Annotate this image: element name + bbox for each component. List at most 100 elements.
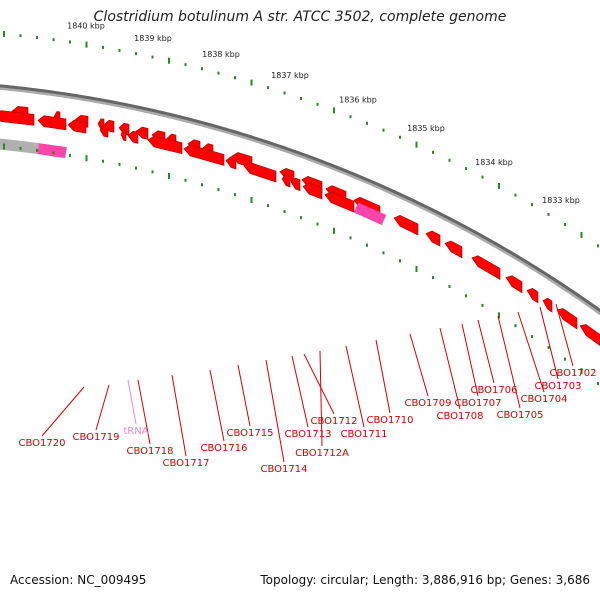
scale-lower-tick xyxy=(333,227,335,234)
scale-lower-tick xyxy=(85,155,88,162)
scale-lower-tick xyxy=(201,183,203,187)
scale-label: 1840 kbp xyxy=(67,21,105,30)
gene-outer xyxy=(526,288,539,304)
gene-label: CBO1707 xyxy=(455,398,502,409)
scale-upper-tick xyxy=(316,102,319,106)
scale-ticks-lower xyxy=(3,143,599,386)
gene-inner xyxy=(0,110,35,126)
backbone-inner xyxy=(0,84,600,313)
scale-lower-tick xyxy=(514,324,517,328)
rna-feature xyxy=(353,202,387,225)
scale-lower-tick xyxy=(300,216,302,220)
scale-upper-tick xyxy=(498,182,500,189)
label-leader xyxy=(497,315,521,409)
gene-outer xyxy=(579,324,600,346)
scale-lower-tick xyxy=(217,188,220,192)
gene-label: CBO1720 xyxy=(19,438,66,449)
gene-label: CBO1704 xyxy=(521,394,568,405)
map-title: Clostridium botulinum A str. ATCC 3502, … xyxy=(93,9,507,25)
scale-lower-tick xyxy=(19,146,22,150)
scale-upper-tick xyxy=(382,128,385,132)
scale-lower-tick xyxy=(597,382,599,386)
genome-summary-text: Topology: circular; Length: 3,886,916 bp… xyxy=(260,573,590,587)
label-leader xyxy=(517,311,545,393)
gene-label: CBO1703 xyxy=(535,381,582,392)
gene-label: CBO1712A xyxy=(295,448,349,459)
scale-lower-tick xyxy=(36,148,38,152)
gene-label: CBO1705 xyxy=(497,410,544,421)
scale-lower-tick xyxy=(349,236,352,240)
scale-label: 1839 kbp xyxy=(134,34,172,43)
scale-upper-tick xyxy=(547,212,550,216)
label-leader xyxy=(303,353,335,415)
gene-inner xyxy=(37,115,67,131)
label-leader xyxy=(461,323,479,397)
gene-label: CBO1713 xyxy=(285,429,332,440)
genome-backbone xyxy=(0,84,600,316)
label-leader xyxy=(291,355,309,428)
scale-lower-tick xyxy=(283,209,286,213)
label-leader xyxy=(265,359,285,463)
gene-label: CBO1715 xyxy=(227,428,274,439)
scale-upper-tick xyxy=(399,135,401,139)
scale-upper-tick xyxy=(168,57,170,64)
gene-outer xyxy=(542,297,553,313)
gene-outer xyxy=(444,240,463,259)
scale-upper-tick xyxy=(234,76,236,80)
scale-lower-tick xyxy=(448,285,451,289)
scale-upper-tick xyxy=(580,232,583,239)
scale-lower-tick xyxy=(366,243,368,247)
scale-lower-tick xyxy=(432,276,434,280)
label-leader xyxy=(41,386,85,437)
scale-lower-tick xyxy=(267,204,269,208)
scale-label: 1837 kbp xyxy=(271,71,309,80)
scale-upper-tick xyxy=(514,193,517,197)
scale-upper-tick xyxy=(52,38,55,42)
gene-label: CBO1706 xyxy=(471,385,518,396)
gene-inner xyxy=(281,174,291,188)
scale-upper-tick xyxy=(267,86,269,90)
gene-outer xyxy=(425,230,441,247)
scale-upper-tick xyxy=(300,97,302,101)
scale-upper-tick xyxy=(118,48,121,52)
scale-lower-tick xyxy=(151,170,154,174)
gene-outer xyxy=(556,308,578,330)
scale-upper-tick xyxy=(597,244,599,248)
scale-label: 1836 kbp xyxy=(339,95,377,104)
label-leader xyxy=(95,384,110,431)
scale-upper-tick xyxy=(102,45,104,49)
scale-ticks-upper xyxy=(3,30,599,248)
scale-upper-tick xyxy=(564,223,566,227)
label-leader xyxy=(237,364,251,427)
gene-label: CBO1710 xyxy=(367,415,414,426)
gene-inner xyxy=(225,156,237,170)
scale-upper-tick xyxy=(415,141,418,148)
gene-inner xyxy=(243,162,277,183)
scale-lower-tick xyxy=(168,172,170,179)
scale-upper-tick xyxy=(184,63,187,67)
scale-upper-tick xyxy=(250,79,253,86)
gene-outer xyxy=(505,275,523,294)
gene-label: CBO1716 xyxy=(201,443,248,454)
gene-inner xyxy=(127,130,139,144)
scale-lower-tick xyxy=(498,312,500,319)
gene-outer xyxy=(393,214,419,236)
scale-upper-tick xyxy=(366,121,368,125)
scale-lower-tick xyxy=(316,222,319,226)
scale-lower-tick xyxy=(3,143,5,150)
gene-label: CBO1718 xyxy=(127,446,174,457)
scale-lower-tick xyxy=(481,303,484,307)
label-leaders xyxy=(41,303,574,463)
label-leader xyxy=(539,306,559,380)
gene-inner xyxy=(302,182,323,200)
gene-label: CBO1709 xyxy=(405,398,452,409)
gene-inner xyxy=(99,125,109,138)
scale-upper-tick xyxy=(69,40,71,44)
scale-lower-tick xyxy=(382,251,385,255)
scale-upper-tick xyxy=(36,36,38,40)
gene-inner xyxy=(290,177,301,192)
label-leader xyxy=(439,327,461,410)
scale-lower-tick xyxy=(234,193,236,197)
